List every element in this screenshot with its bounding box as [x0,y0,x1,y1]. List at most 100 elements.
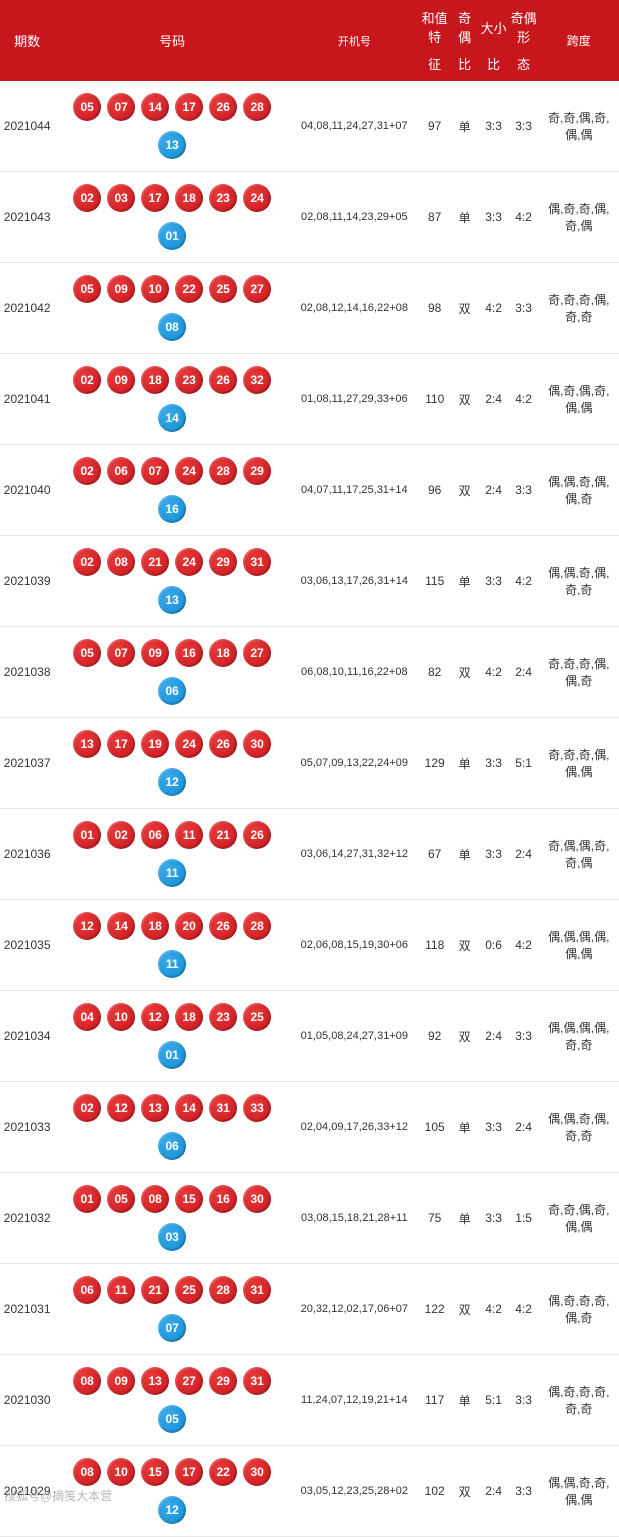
table-row: 20210410209182326321401,08,11,27,29,33+0… [0,354,619,445]
red-ball: 14 [175,1094,203,1122]
cell-kaiji: 02,04,09,17,26,33+12 [290,1082,419,1173]
red-ball: 10 [141,275,169,303]
table-row: 20210300809132729310511,24,07,12,19,21+1… [0,1355,619,1446]
cell-kaiji: 11,24,07,12,19,21+14 [290,1355,419,1446]
table-row: 20210400206072428291604,07,11,17,25,31+1… [0,445,619,536]
red-ball: 33 [243,1094,271,1122]
red-ball: 28 [243,912,271,940]
cell-span: 偶,偶,奇,偶,奇,奇 [539,536,619,627]
cell-ratio1: 4:2 [479,263,509,354]
blue-ball: 08 [158,313,186,341]
cell-kaiji: 02,08,11,14,23,29+05 [290,172,419,263]
red-ball: 28 [209,457,237,485]
red-ball: 02 [73,457,101,485]
table-body: 20210440507141726281304,08,11,24,27,31+0… [0,81,619,1537]
red-ball: 28 [209,1276,237,1304]
blue-ball: 03 [158,1223,186,1251]
table-row: 20210330212131431330602,04,09,17,26,33+1… [0,1082,619,1173]
cell-period: 2021034 [0,991,54,1082]
table-header: 期数 号码 开机号 和值特 奇偶 大小 奇偶形 跨度 征 比 比 态 [0,0,619,81]
red-ball: 14 [107,912,135,940]
blue-ball: 01 [158,222,186,250]
cell-span: 偶,偶,奇,偶,偶,奇 [539,445,619,536]
cell-period: 2021039 [0,536,54,627]
red-ball: 22 [209,1458,237,1486]
red-ball: 24 [175,457,203,485]
red-ball: 01 [73,821,101,849]
cell-period: 2021041 [0,354,54,445]
cell-kaiji: 06,08,10,11,16,22+08 [290,627,419,718]
cell-sum: 102 [419,1446,451,1537]
red-ball: 25 [175,1276,203,1304]
blue-ball: 12 [158,768,186,796]
cell-sum: 110 [419,354,451,445]
red-ball: 15 [141,1458,169,1486]
cell-numbers: 06112125283107 [54,1264,290,1355]
red-ball: 12 [141,1003,169,1031]
blue-ball: 05 [158,1405,186,1433]
cell-odd: 单 [451,81,479,172]
cell-odd: 双 [451,1446,479,1537]
cell-sum: 67 [419,809,451,900]
red-ball: 05 [73,93,101,121]
red-ball: 09 [141,639,169,667]
red-ball: 22 [175,275,203,303]
cell-ratio2: 4:2 [509,172,539,263]
hdr-span: 跨度 [539,0,619,81]
cell-span: 偶,奇,偶,奇,偶,偶 [539,354,619,445]
red-ball: 25 [209,275,237,303]
cell-numbers: 02031718232401 [54,172,290,263]
blue-ball: 16 [158,495,186,523]
hdr-kaiji: 开机号 [290,0,419,81]
cell-period: 2021042 [0,263,54,354]
red-ball: 18 [175,1003,203,1031]
cell-span: 偶,奇,奇,偶,奇,偶 [539,172,619,263]
red-ball: 23 [209,184,237,212]
red-ball: 04 [73,1003,101,1031]
cell-ratio1: 2:4 [479,991,509,1082]
cell-sum: 105 [419,1082,451,1173]
cell-sum: 115 [419,536,451,627]
cell-odd: 双 [451,445,479,536]
blue-ball: 14 [158,404,186,432]
cell-odd: 单 [451,536,479,627]
red-ball: 18 [141,366,169,394]
red-ball: 03 [107,184,135,212]
cell-period: 2021030 [0,1355,54,1446]
red-ball: 11 [175,821,203,849]
cell-numbers: 05091022252708 [54,263,290,354]
hdr-odd-bot: 比 [451,54,479,81]
red-ball: 06 [107,457,135,485]
cell-numbers: 12141820262811 [54,900,290,991]
cell-odd: 双 [451,627,479,718]
red-ball: 12 [73,912,101,940]
cell-span: 偶,偶,偶,偶,奇,奇 [539,991,619,1082]
cell-span: 奇,偶,偶,奇,奇,偶 [539,809,619,900]
cell-numbers: 02121314313306 [54,1082,290,1173]
cell-span: 奇,奇,奇,偶,偶,偶 [539,718,619,809]
lottery-table: 期数 号码 开机号 和值特 奇偶 大小 奇偶形 跨度 征 比 比 态 20210… [0,0,619,1537]
cell-numbers: 05071417262813 [54,81,290,172]
blue-ball: 01 [158,1041,186,1069]
cell-span: 偶,偶,奇,奇,偶,偶 [539,1446,619,1537]
cell-ratio1: 3:3 [479,81,509,172]
cell-sum: 118 [419,900,451,991]
red-ball: 13 [141,1367,169,1395]
red-ball: 26 [243,821,271,849]
cell-odd: 双 [451,1264,479,1355]
table-row: 20210320105081516300303,08,15,18,21,28+1… [0,1173,619,1264]
cell-period: 2021036 [0,809,54,900]
table-row: 20210430203171823240102,08,11,14,23,29+0… [0,172,619,263]
hdr-big-top: 大小 [479,0,509,54]
table-row: 20210351214182026281102,06,08,15,19,30+0… [0,900,619,991]
red-ball: 18 [209,639,237,667]
red-ball: 26 [209,366,237,394]
cell-kaiji: 20,32,12,02,17,06+07 [290,1264,419,1355]
red-ball: 21 [209,821,237,849]
table-row: 20210420509102225270802,08,12,14,16,22+0… [0,263,619,354]
blue-ball: 11 [158,950,186,978]
red-ball: 24 [243,184,271,212]
red-ball: 26 [209,93,237,121]
cell-ratio1: 2:4 [479,354,509,445]
cell-numbers: 08091327293105 [54,1355,290,1446]
